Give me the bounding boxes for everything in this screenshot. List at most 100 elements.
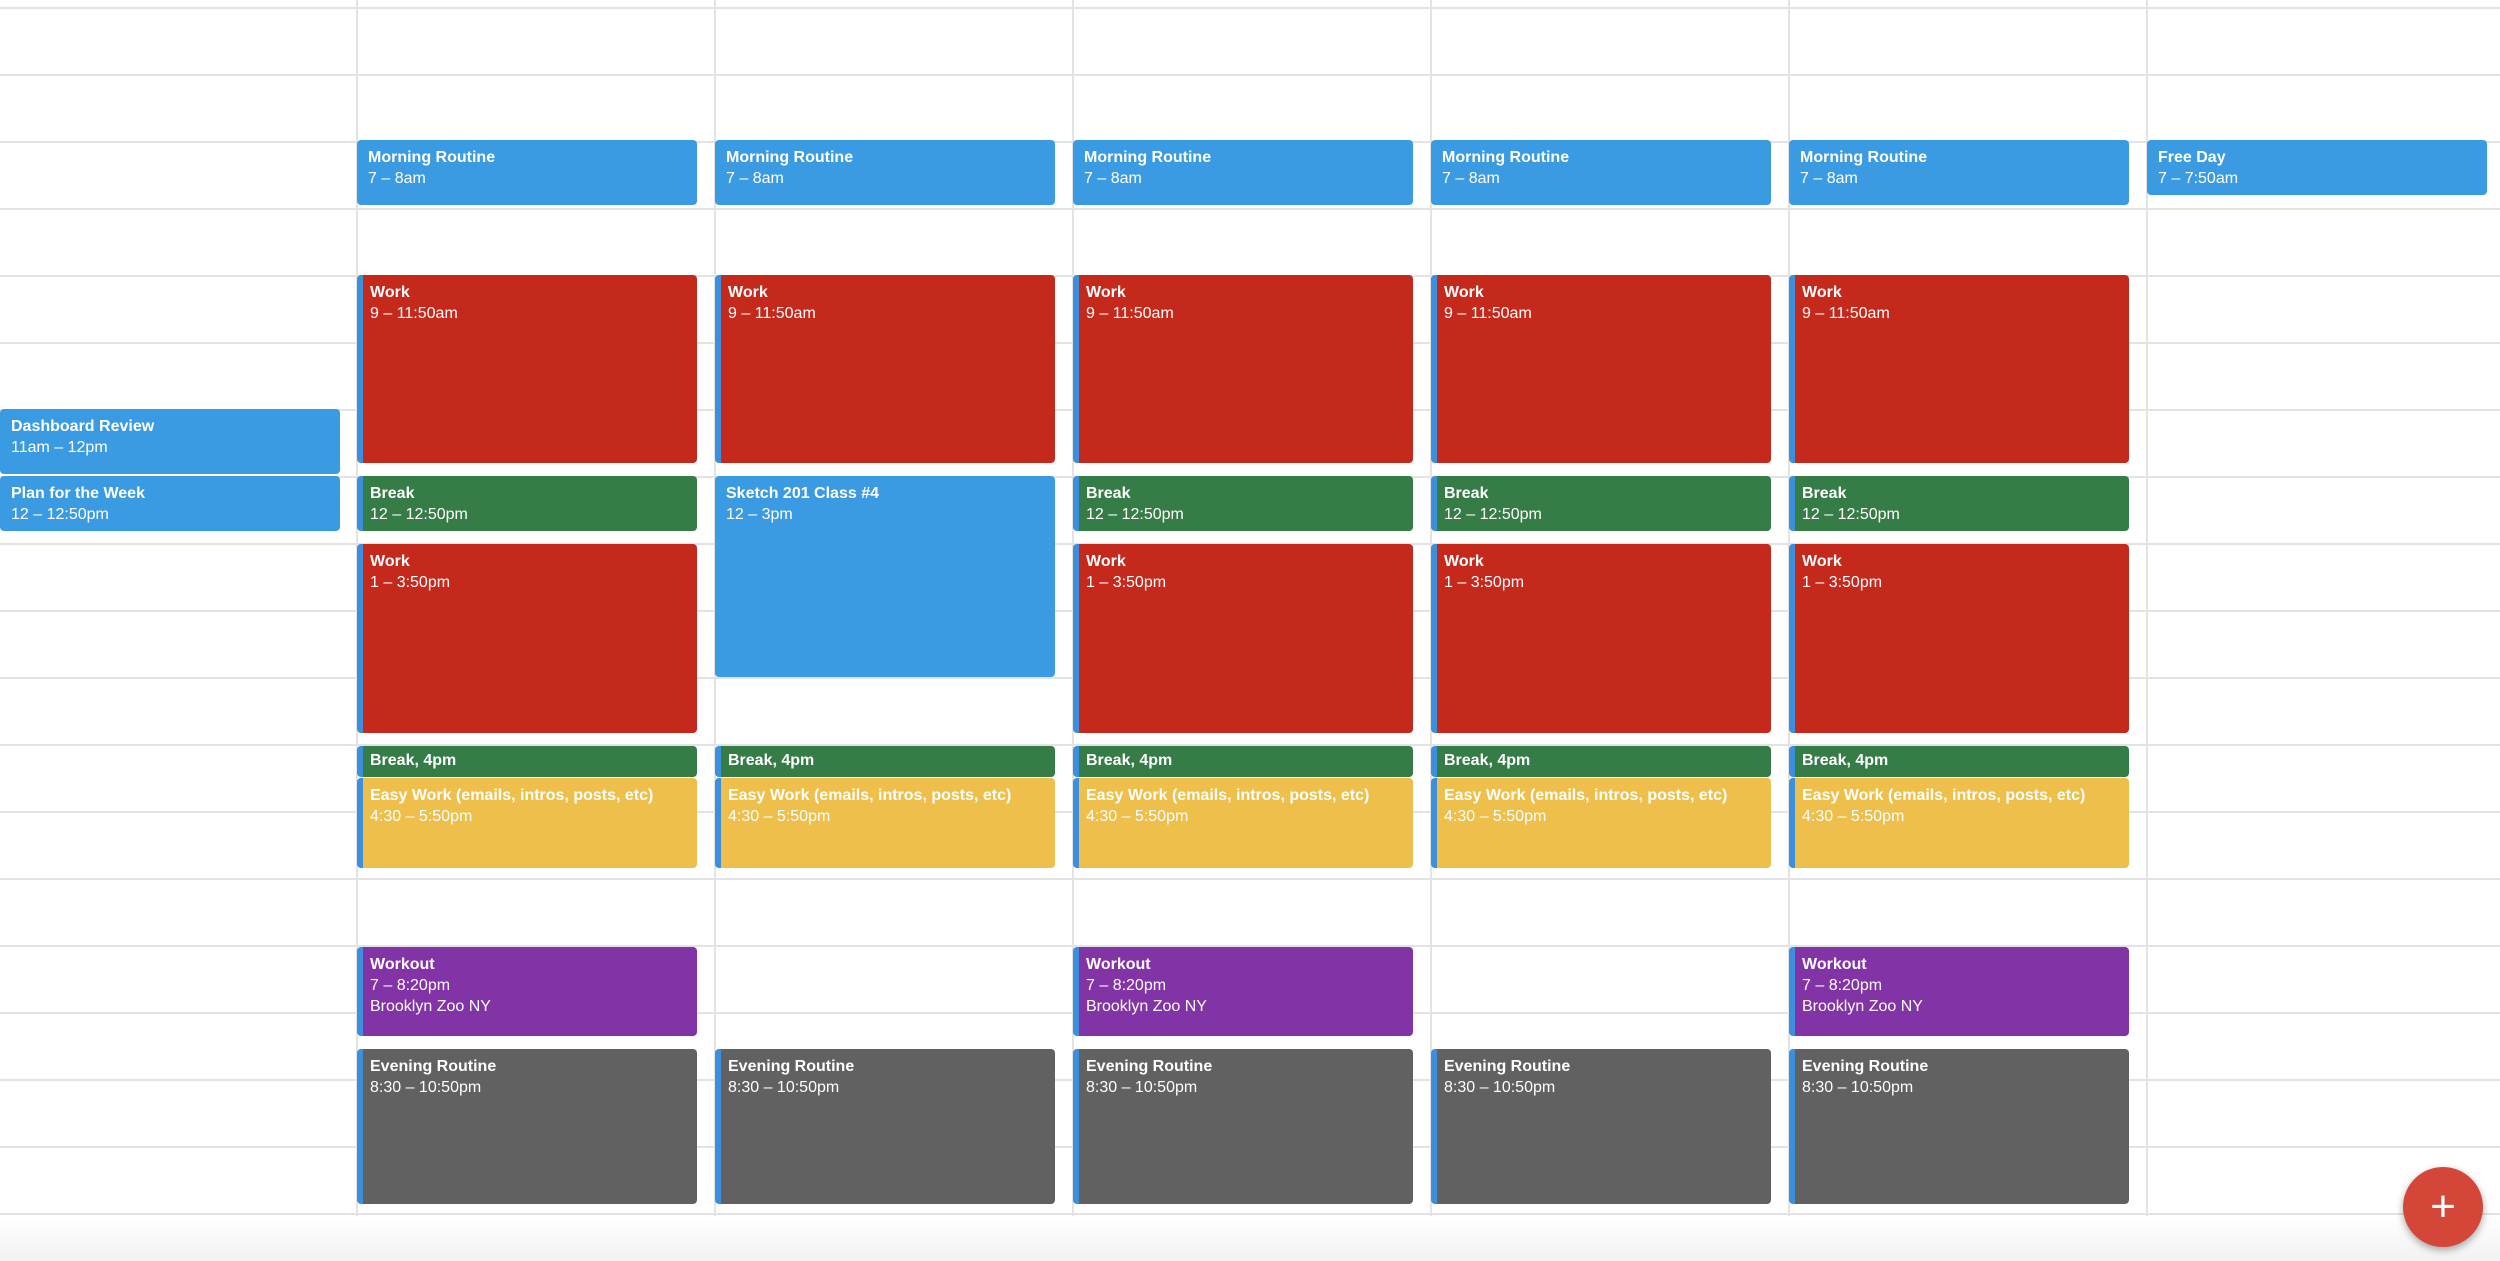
event-time: 1 – 3:50pm bbox=[1444, 574, 1525, 591]
event-title: Work bbox=[1086, 284, 1126, 301]
event-dashboard-review[interactable]: Dashboard Review 11am – 12pm bbox=[0, 409, 340, 474]
event-title: Work bbox=[1802, 284, 1842, 301]
event-work[interactable]: Work 9 – 11:50am bbox=[1431, 275, 1771, 463]
event-morning-routine[interactable]: Morning Routine 7 – 8am bbox=[715, 140, 1055, 205]
event-evening-routine[interactable]: Evening Routine 8:30 – 10:50pm bbox=[715, 1049, 1055, 1204]
event-title: Break, 4pm bbox=[1802, 752, 1889, 769]
create-event-button[interactable]: + bbox=[2403, 1167, 2483, 1247]
hour-gridline bbox=[0, 744, 2500, 746]
event-easy-work[interactable]: Easy Work (emails, intros, posts, etc) 4… bbox=[1431, 778, 1771, 868]
event-time: 4:30 – 5:50pm bbox=[1802, 808, 1905, 825]
event-work[interactable]: Work 9 – 11:50am bbox=[357, 275, 697, 463]
hour-gridline bbox=[0, 945, 2500, 947]
event-time: 9 – 11:50am bbox=[728, 305, 816, 322]
event-time: 4:30 – 5:50pm bbox=[1444, 808, 1547, 825]
event-title: Free Day bbox=[2158, 149, 2226, 166]
event-time: 4:30 – 5:50pm bbox=[370, 808, 473, 825]
event-title: Work bbox=[1444, 553, 1484, 570]
event-easy-work[interactable]: Easy Work (emails, intros, posts, etc) 4… bbox=[1073, 778, 1413, 868]
event-plan-for-the-week[interactable]: Plan for the Week 12 – 12:50pm bbox=[0, 476, 340, 531]
event-break[interactable]: Break 12 – 12:50pm bbox=[1431, 476, 1771, 531]
event-time: 8:30 – 10:50pm bbox=[1086, 1079, 1198, 1096]
event-time: 8:30 – 10:50pm bbox=[1802, 1079, 1914, 1096]
event-title: Easy Work (emails, intros, posts, etc) bbox=[1802, 787, 2086, 804]
plus-icon: + bbox=[2430, 1182, 2456, 1231]
event-time: 12 – 12:50pm bbox=[370, 506, 468, 523]
event-workout[interactable]: Workout 7 – 8:20pm Brooklyn Zoo NY bbox=[357, 947, 697, 1036]
event-evening-routine[interactable]: Evening Routine 8:30 – 10:50pm bbox=[1431, 1049, 1771, 1204]
event-morning-routine[interactable]: Morning Routine 7 – 8am bbox=[1789, 140, 2129, 205]
event-title: Break bbox=[1802, 485, 1847, 502]
event-title: Work bbox=[728, 284, 768, 301]
event-title: Work bbox=[1444, 284, 1484, 301]
event-time: 7 – 8:20pm bbox=[1802, 977, 1883, 994]
event-break-4pm[interactable]: Break, 4pm bbox=[357, 746, 697, 777]
event-title: Easy Work (emails, intros, posts, etc) bbox=[1444, 787, 1728, 804]
event-evening-routine[interactable]: Evening Routine 8:30 – 10:50pm bbox=[1789, 1049, 2129, 1204]
event-title: Morning Routine bbox=[1084, 149, 1212, 166]
hour-gridline bbox=[0, 878, 2500, 880]
event-break-4pm[interactable]: Break, 4pm bbox=[715, 746, 1055, 777]
event-break[interactable]: Break 12 – 12:50pm bbox=[1789, 476, 2129, 531]
event-title: Evening Routine bbox=[1086, 1058, 1213, 1075]
event-title: Break, 4pm bbox=[1086, 752, 1173, 769]
event-break-4pm[interactable]: Break, 4pm bbox=[1073, 746, 1413, 777]
event-work[interactable]: Work 9 – 11:50am bbox=[715, 275, 1055, 463]
event-time: 7 – 8am bbox=[368, 170, 426, 187]
event-work[interactable]: Work 9 – 11:50am bbox=[1073, 275, 1413, 463]
event-work[interactable]: Work 1 – 3:50pm bbox=[1789, 544, 2129, 733]
event-work[interactable]: Work 9 – 11:50am bbox=[1789, 275, 2129, 463]
event-location: Brooklyn Zoo NY bbox=[370, 998, 491, 1015]
event-title: Evening Routine bbox=[1802, 1058, 1929, 1075]
event-time: 7 – 8am bbox=[1800, 170, 1858, 187]
event-title: Evening Routine bbox=[728, 1058, 855, 1075]
day-column-divider bbox=[2146, 0, 2148, 1261]
event-title: Easy Work (emails, intros, posts, etc) bbox=[728, 787, 1012, 804]
event-time: 7 – 8:20pm bbox=[1086, 977, 1167, 994]
event-time: 11am – 12pm bbox=[11, 439, 108, 456]
event-title: Work bbox=[370, 284, 410, 301]
event-easy-work[interactable]: Easy Work (emails, intros, posts, etc) 4… bbox=[715, 778, 1055, 868]
event-workout[interactable]: Workout 7 – 8:20pm Brooklyn Zoo NY bbox=[1073, 947, 1413, 1036]
event-break-4pm[interactable]: Break, 4pm bbox=[1431, 746, 1771, 777]
event-time: 7 – 8am bbox=[1084, 170, 1142, 187]
event-time: 7 – 8am bbox=[1442, 170, 1500, 187]
event-time: 8:30 – 10:50pm bbox=[370, 1079, 482, 1096]
event-break[interactable]: Break 12 – 12:50pm bbox=[1073, 476, 1413, 531]
event-easy-work[interactable]: Easy Work (emails, intros, posts, etc) 4… bbox=[357, 778, 697, 868]
event-title: Easy Work (emails, intros, posts, etc) bbox=[1086, 787, 1370, 804]
event-sketch-class[interactable]: Sketch 201 Class #4 12 – 3pm bbox=[715, 476, 1055, 677]
event-break-4pm[interactable]: Break, 4pm bbox=[1789, 746, 2129, 777]
event-title: Break bbox=[370, 485, 415, 502]
event-break[interactable]: Break 12 – 12:50pm bbox=[357, 476, 697, 531]
event-title: Work bbox=[370, 553, 410, 570]
event-easy-work[interactable]: Easy Work (emails, intros, posts, etc) 4… bbox=[1789, 778, 2129, 868]
event-work[interactable]: Work 1 – 3:50pm bbox=[1431, 544, 1771, 733]
event-location: Brooklyn Zoo NY bbox=[1802, 998, 1923, 1015]
event-work[interactable]: Work 1 – 3:50pm bbox=[357, 544, 697, 733]
event-work[interactable]: Work 1 – 3:50pm bbox=[1073, 544, 1413, 733]
event-time: 7 – 8am bbox=[726, 170, 784, 187]
event-time: 4:30 – 5:50pm bbox=[728, 808, 831, 825]
event-morning-routine[interactable]: Morning Routine 7 – 8am bbox=[1431, 140, 1771, 205]
event-time: 4:30 – 5:50pm bbox=[1086, 808, 1189, 825]
event-title: Break, 4pm bbox=[728, 752, 815, 769]
event-title: Break bbox=[1086, 485, 1131, 502]
hour-gridline bbox=[0, 7, 2500, 9]
event-title: Break bbox=[1444, 485, 1489, 502]
event-evening-routine[interactable]: Evening Routine 8:30 – 10:50pm bbox=[357, 1049, 697, 1204]
event-title: Evening Routine bbox=[1444, 1058, 1571, 1075]
event-morning-routine[interactable]: Morning Routine 7 – 8am bbox=[357, 140, 697, 205]
event-evening-routine[interactable]: Evening Routine 8:30 – 10:50pm bbox=[1073, 1049, 1413, 1204]
event-morning-routine[interactable]: Morning Routine 7 – 8am bbox=[1073, 140, 1413, 205]
event-workout[interactable]: Workout 7 – 8:20pm Brooklyn Zoo NY bbox=[1789, 947, 2129, 1036]
event-time: 1 – 3:50pm bbox=[1802, 574, 1883, 591]
event-time: 9 – 11:50am bbox=[1444, 305, 1532, 322]
event-location: Brooklyn Zoo NY bbox=[1086, 998, 1207, 1015]
event-time: 1 – 3:50pm bbox=[370, 574, 451, 591]
event-time: 12 – 12:50pm bbox=[1444, 506, 1542, 523]
event-time: 8:30 – 10:50pm bbox=[1444, 1079, 1556, 1096]
event-time: 9 – 11:50am bbox=[1086, 305, 1174, 322]
event-free-day[interactable]: Free Day 7 – 7:50am bbox=[2147, 140, 2487, 195]
event-title: Workout bbox=[370, 956, 435, 973]
